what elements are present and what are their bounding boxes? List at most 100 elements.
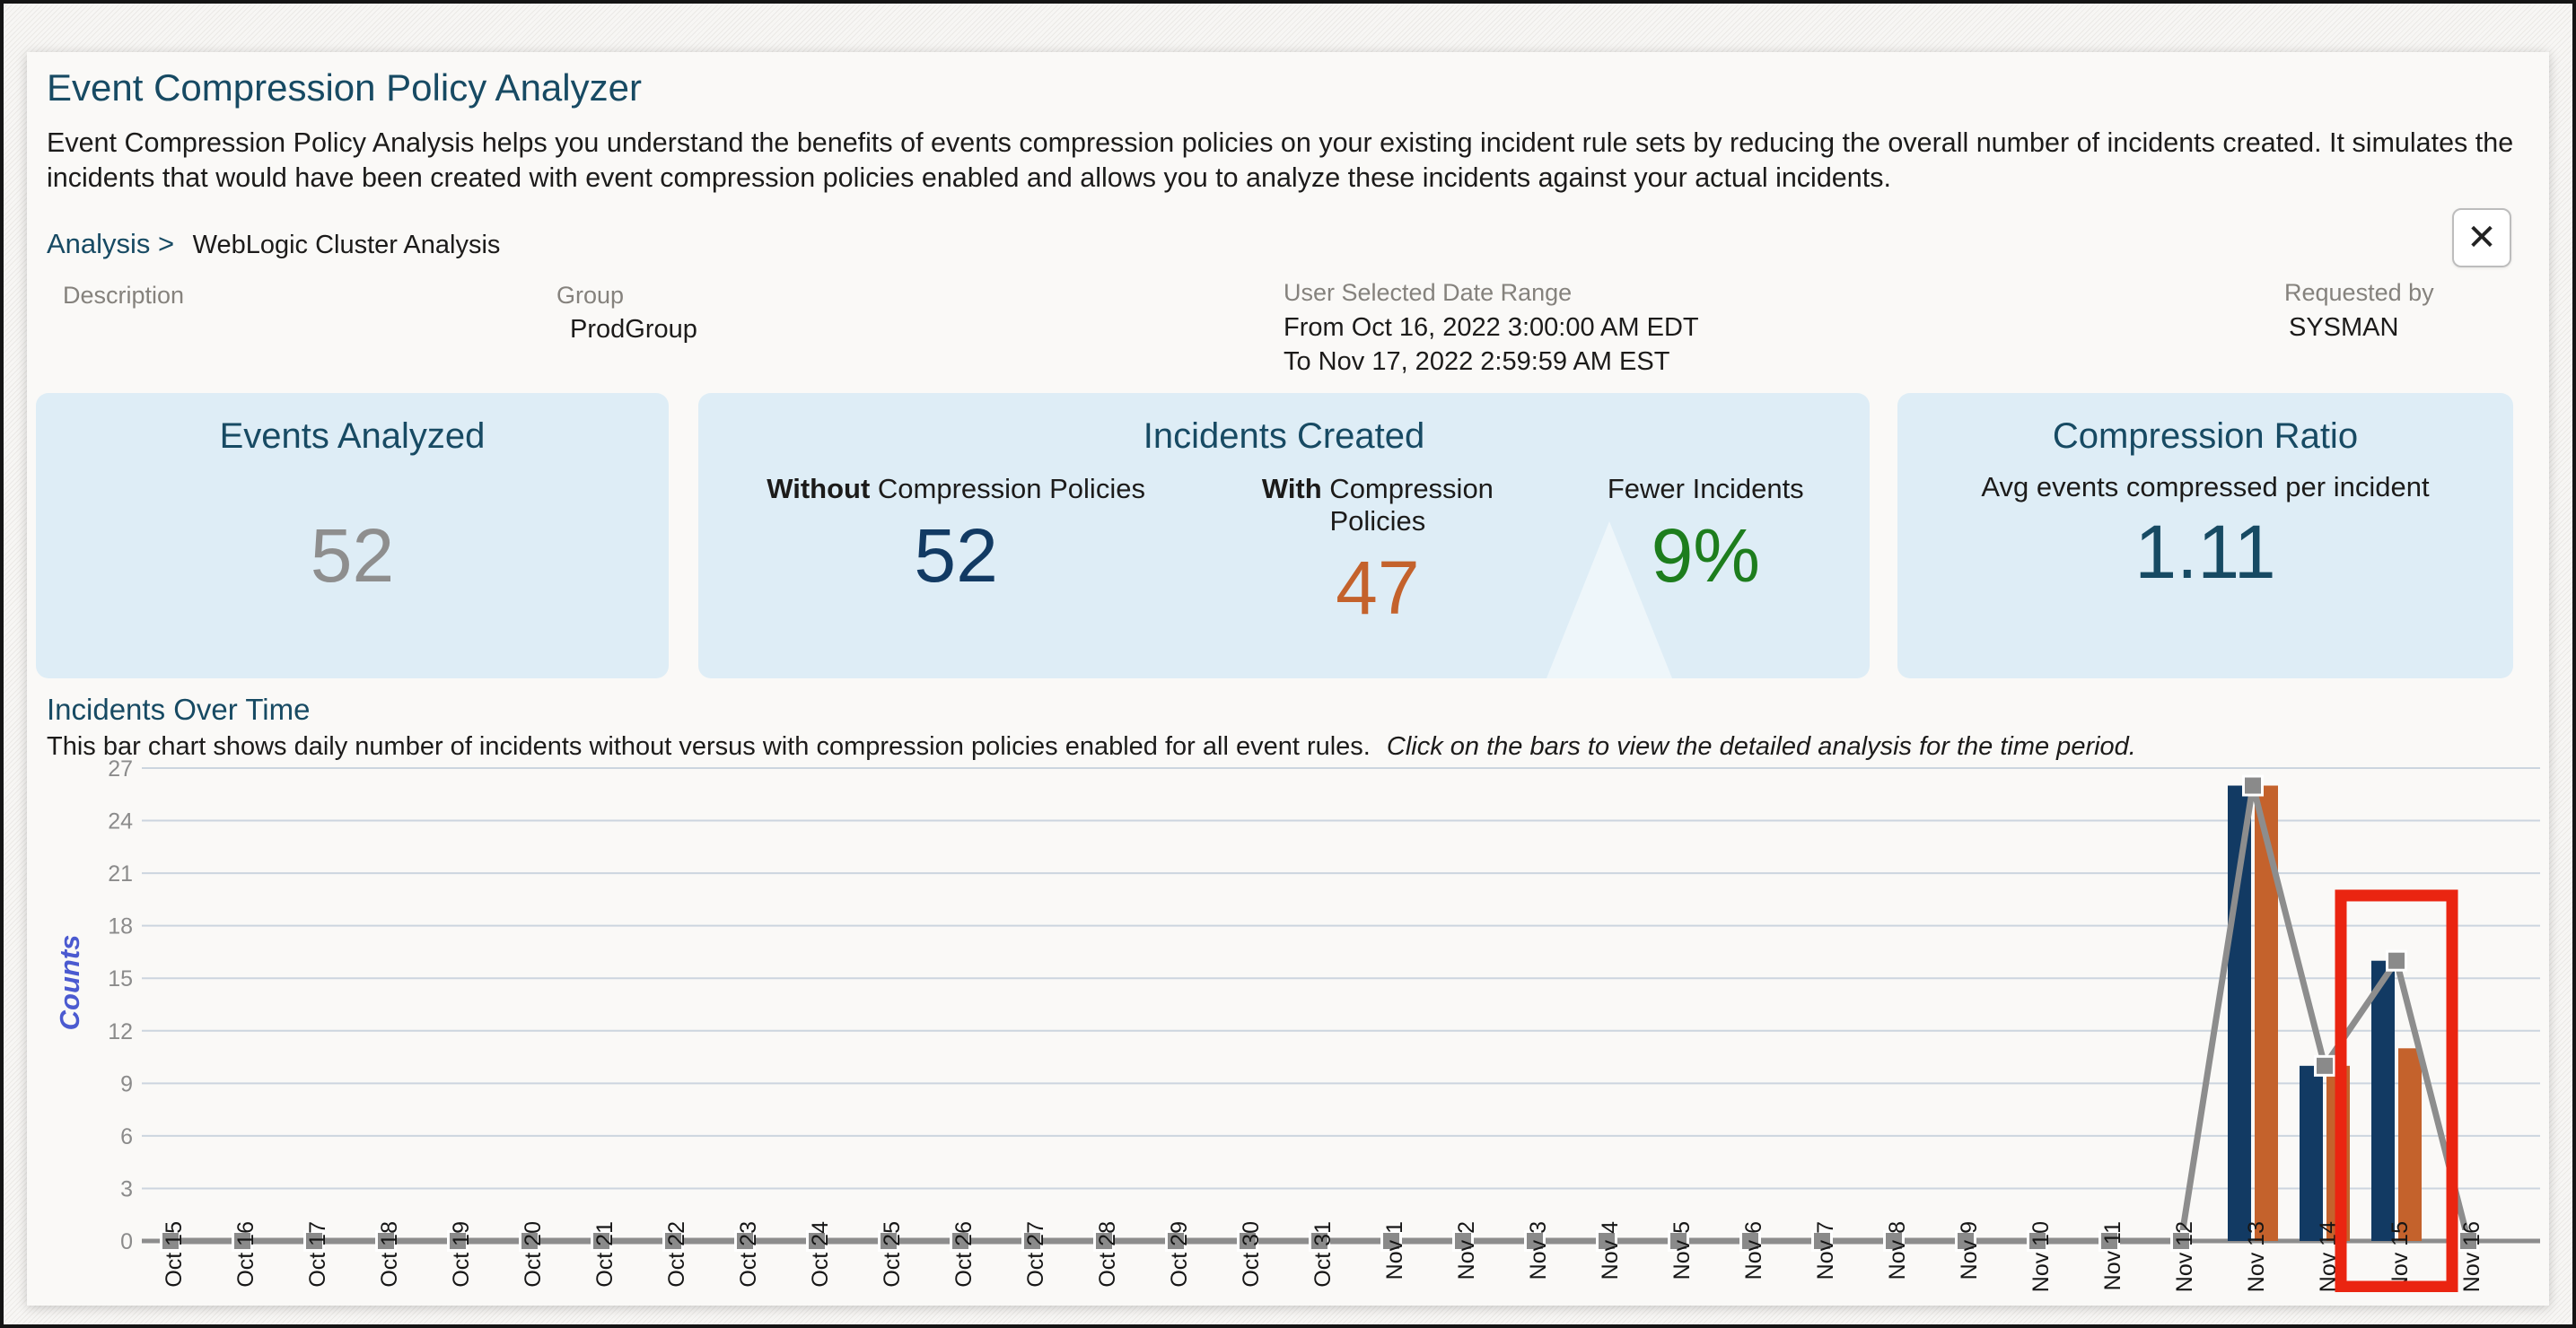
x-tick-label-Nov-5: Nov 5 [1669, 1221, 1695, 1280]
x-tick-label-Nov-2: Nov 2 [1454, 1221, 1479, 1280]
bar-without-Nov-14[interactable] [2300, 1065, 2323, 1241]
incidents-over-time-title: Incidents Over Time [47, 693, 311, 726]
x-tick-label-Nov-8: Nov 8 [1885, 1221, 1910, 1280]
trend-marker-Nov-14 [2314, 1054, 2335, 1077]
x-tick-label-Oct-28: Oct 28 [1095, 1221, 1120, 1288]
trend-marker-Nov-8 [1883, 1230, 1905, 1252]
group-label: Group [556, 282, 625, 309]
y-tick-label-24: 24 [108, 809, 133, 834]
date-range-label: User Selected Date Range [1284, 279, 1573, 306]
description-label: Description [63, 282, 185, 309]
x-tick-label-Oct-19: Oct 19 [449, 1221, 474, 1288]
trend-marker-Oct-27 [1021, 1230, 1043, 1252]
bar-with-Nov-15[interactable] [2398, 1048, 2422, 1241]
trend-marker-Oct-25 [878, 1230, 899, 1252]
trend-marker-Nov-7 [1811, 1230, 1833, 1252]
x-tick-label-Nov-7: Nov 7 [1813, 1221, 1838, 1280]
y-tick-label-21: 21 [108, 861, 133, 887]
compression-ratio-title: Compression Ratio [2052, 416, 2359, 456]
x-tick-label-Oct-17: Oct 17 [305, 1221, 330, 1288]
x-tick-label-Nov-6: Nov 6 [1741, 1221, 1766, 1280]
trend-marker-Nov-13 [2242, 774, 2264, 797]
triangle-decoration [1546, 521, 1672, 678]
breadcrumb-current: WebLogic Cluster Analysis [192, 231, 501, 259]
trend-marker-Oct-24 [806, 1230, 828, 1252]
y-tick-label-9: 9 [120, 1071, 133, 1096]
x-tick-label-Nov-1: Nov 1 [1382, 1221, 1407, 1280]
x-tick-label-Nov-16: Nov 16 [2459, 1221, 2484, 1292]
highlight-box [2335, 889, 2458, 1293]
date-range-to: To Nov 17, 2022 2:59:59 AM EST [1284, 347, 1670, 376]
incidents-over-time-subtitle: This bar chart shows daily number of inc… [47, 732, 2136, 762]
trend-marker-Nov-16 [2458, 1230, 2479, 1252]
x-tick-label-Oct-18: Oct 18 [377, 1221, 402, 1288]
with-compression-label: With Compression Policies [1261, 473, 1494, 537]
trend-marker-Oct-28 [1093, 1230, 1115, 1252]
chart-hint: Click on the bars to view the detailed a… [1386, 732, 2136, 761]
bar-with-Nov-13[interactable] [2255, 785, 2278, 1241]
trend-marker-Oct-30 [1237, 1230, 1258, 1252]
y-tick-label-18: 18 [108, 914, 133, 939]
x-tick-label-Oct-16: Oct 16 [233, 1221, 258, 1288]
x-tick-label-Oct-31: Oct 31 [1310, 1221, 1336, 1288]
x-tick-label-Oct-26: Oct 26 [951, 1221, 977, 1288]
x-tick-label-Oct-22: Oct 22 [664, 1221, 689, 1288]
trend-marker-Oct-20 [519, 1230, 540, 1252]
incidents-created-title: Incidents Created [1143, 416, 1425, 456]
events-analyzed-value: 52 [310, 513, 395, 598]
x-tick-label-Nov-4: Nov 4 [1598, 1221, 1623, 1280]
y-axis-title: Counts [54, 935, 85, 1031]
trend-marker-Nov-3 [1524, 1230, 1546, 1252]
x-tick-label-Nov-3: Nov 3 [1526, 1221, 1551, 1280]
compression-ratio-value: 1.11 [2134, 510, 2276, 594]
breadcrumb: Analysis > WebLogic Cluster Analysis [47, 228, 500, 260]
x-tick-label-Nov-13: Nov 13 [2244, 1221, 2269, 1292]
events-analyzed-card: Events Analyzed 52 [36, 393, 669, 678]
trend-marker-Oct-29 [1165, 1230, 1187, 1252]
x-tick-label-Oct-24: Oct 24 [808, 1221, 833, 1288]
trend-marker-Nov-9 [1955, 1230, 1976, 1252]
x-tick-label-Oct-27: Oct 27 [1023, 1221, 1048, 1288]
trend-marker-Oct-26 [950, 1230, 971, 1252]
y-tick-label-3: 3 [120, 1176, 133, 1201]
bar-without-Nov-15[interactable] [2371, 960, 2395, 1241]
trend-line [171, 784, 2472, 1245]
incidents-created-card: Incidents Created Without Compression Po… [698, 393, 1870, 678]
trend-marker-Oct-21 [591, 1230, 612, 1252]
y-tick-label-15: 15 [108, 966, 133, 992]
x-tick-label-Nov-15: Nov 15 [2388, 1221, 2413, 1292]
x-tick-label-Oct-20: Oct 20 [521, 1221, 546, 1288]
x-tick-label-Oct-21: Oct 21 [592, 1221, 618, 1288]
chart-description: This bar chart shows daily number of inc… [47, 732, 1371, 761]
trend-marker-Oct-31 [1309, 1230, 1330, 1252]
breadcrumb-analysis-link[interactable]: Analysis > [47, 228, 175, 259]
fewer-incidents-label: Fewer Incidents [1607, 473, 1804, 504]
x-tick-label-Oct-30: Oct 30 [1239, 1221, 1264, 1288]
trend-marker-Nov-6 [1739, 1230, 1761, 1252]
trend-marker-Nov-4 [1596, 1230, 1617, 1252]
trend-marker-Oct-18 [375, 1230, 397, 1252]
trend-marker-Nov-15 [2386, 949, 2407, 972]
trend-marker-Oct-19 [447, 1230, 469, 1252]
trend-marker-Oct-22 [662, 1230, 684, 1252]
x-tick-label-Nov-10: Nov 10 [2028, 1221, 2054, 1292]
trend-marker-Nov-10 [2027, 1230, 2048, 1252]
incidents-over-time-chart: 0 3 6 9 12 15 18 21 24 27 Counts Oct 15 Oct 16 Oct 17… [27, 754, 2549, 1293]
trend-marker-Nov-12 [2170, 1230, 2192, 1252]
trend-marker-Oct-16 [232, 1230, 253, 1252]
with-compression-value: 47 [1336, 546, 1420, 630]
trend-marker-Oct-17 [303, 1230, 325, 1252]
trend-marker-Nov-11 [2098, 1230, 2120, 1252]
x-tick-label-Oct-23: Oct 23 [736, 1221, 761, 1288]
without-compression-label: Without Compression Policies [767, 473, 1145, 504]
date-range-from: From Oct 16, 2022 3:00:00 AM EDT [1284, 313, 1699, 342]
x-tick-label-Oct-25: Oct 25 [880, 1221, 905, 1288]
trend-marker-Nov-2 [1452, 1230, 1474, 1252]
group-value: ProdGroup [570, 315, 697, 344]
trend-marker-Nov-5 [1668, 1230, 1689, 1252]
close-icon: ✕ [2466, 218, 2497, 258]
y-tick-label-27: 27 [108, 756, 133, 782]
close-button[interactable]: ✕ [2452, 208, 2511, 267]
x-tick-label-Nov-9: Nov 9 [1957, 1221, 1982, 1280]
